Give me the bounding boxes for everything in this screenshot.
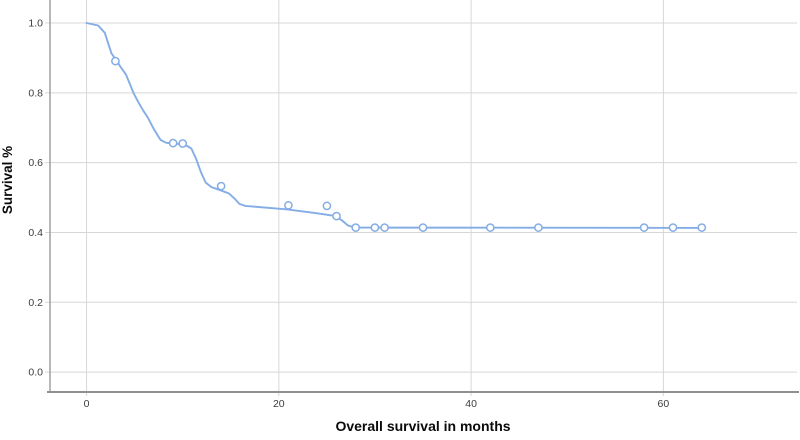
x-tick-label-40: 40 bbox=[465, 398, 477, 410]
censor-mark bbox=[284, 200, 293, 210]
censor-mark bbox=[697, 223, 707, 232]
axis-layer bbox=[47, 0, 799, 393]
censor-mark bbox=[332, 211, 341, 221]
x-tick-label-0: 0 bbox=[84, 398, 90, 410]
grid-layer bbox=[45, 0, 797, 396]
censor-mark bbox=[168, 138, 178, 148]
censor-mark bbox=[351, 223, 361, 232]
tick-label-layer: 0 20 40 60 0.0 0.2 0.4 0.6 0.8 1.0 bbox=[28, 18, 669, 410]
x-tick-label-60: 60 bbox=[658, 398, 670, 410]
y-axis-title: Survival % bbox=[0, 146, 15, 214]
y-tick-label-0.6: 0.6 bbox=[28, 157, 43, 169]
censor-mark bbox=[534, 223, 543, 232]
censor-mark bbox=[380, 223, 389, 232]
y-tick-label-1.0: 1.0 bbox=[28, 18, 43, 30]
survival-curve bbox=[85, 22, 703, 229]
censor-mark bbox=[216, 181, 226, 191]
x-axis-title: Overall survival in months bbox=[335, 418, 510, 434]
censor-mark bbox=[668, 223, 678, 232]
y-tick-label-0.4: 0.4 bbox=[28, 227, 43, 239]
censor-mark bbox=[178, 139, 188, 148]
censor-mark bbox=[639, 223, 649, 232]
x-tick-label-20: 20 bbox=[273, 398, 285, 410]
censor-marks-layer bbox=[111, 56, 707, 232]
censor-mark bbox=[418, 223, 428, 232]
curve-layer bbox=[85, 22, 703, 229]
y-tick-label-0.8: 0.8 bbox=[28, 87, 43, 99]
y-tick-label-0.0: 0.0 bbox=[28, 367, 43, 379]
censor-mark bbox=[370, 223, 380, 232]
censor-mark bbox=[322, 201, 332, 211]
censor-mark bbox=[111, 56, 120, 66]
y-tick-label-0.2: 0.2 bbox=[28, 297, 43, 309]
censor-mark bbox=[485, 223, 495, 232]
